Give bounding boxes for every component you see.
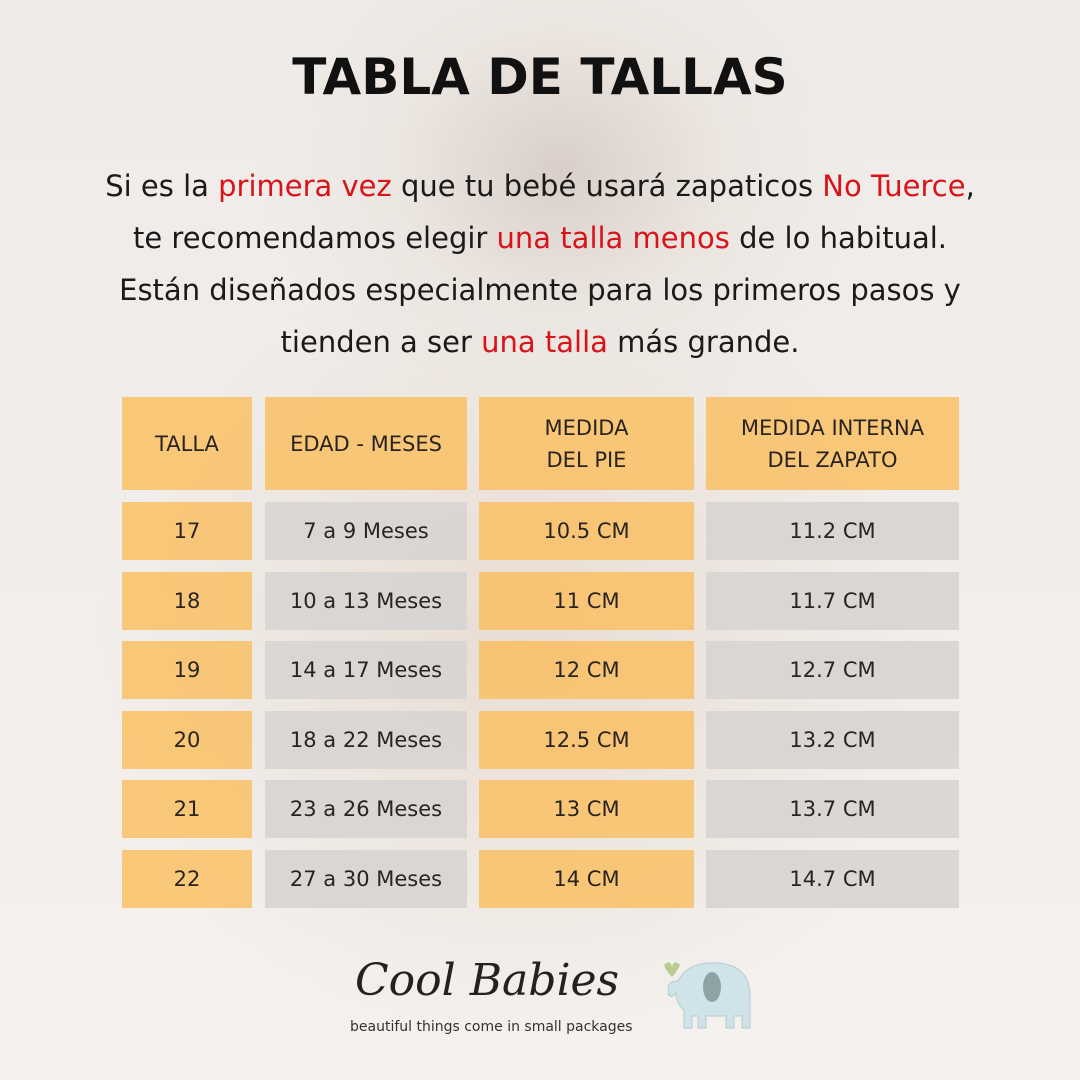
cell-edad: 14 a 17 Meses [265,641,467,700]
header-medida-pie: MEDIDA DEL PIE [479,397,694,490]
intro-line-3: Están diseñados especialmente para los p… [119,273,961,307]
header-edad: EDAD - MESES [265,397,467,490]
header-medida-interna: MEDIDA INTERNA DEL ZAPATO [706,397,959,490]
cell-medida-interna: 12.7 CM [706,641,959,700]
cell-edad: 10 a 13 Meses [265,571,467,630]
header-talla: TALLA [122,397,252,490]
highlight-no-tuerce: No Tuerce [822,169,966,203]
intro-text-segment: te recomendamos elegir [132,221,497,255]
cell-edad: 7 a 9 Meses [265,502,467,560]
cell-medida-interna: 11.7 CM [706,571,959,630]
intro-text-segment: , [965,169,975,203]
logo-tagline: beautiful things come in small packages [350,1019,633,1035]
cell-medida-pie: 10.5 CM [479,502,694,560]
intro-line-2: te recomendamos elegir una talla menos d… [40,212,1040,264]
cell-talla: 17 [122,502,252,560]
cell-talla: 21 [122,780,252,839]
cell-medida-pie: 14 CM [479,850,694,908]
intro-text-segment: que tu bebé usará zapaticos [391,169,823,203]
cell-talla: 20 [122,710,252,769]
highlight-una-talla: una talla [481,325,608,359]
page-title: TABLA DE TALLAS [292,48,788,106]
cell-medida-interna: 11.2 CM [706,502,959,560]
cell-medida-interna: 13.2 CM [706,710,959,769]
cell-talla: 19 [122,641,252,700]
logo-name: Cool Babies [355,955,620,1006]
intro-line-4: tienden a ser una talla más grande. [40,316,1040,368]
cell-medida-pie: 12 CM [479,641,694,700]
intro-text-segment: más grande. [607,325,800,359]
cool-babies-logo: Cool Babies beautiful things come in sma… [350,955,770,1045]
intro-text-segment: de lo habitual. [729,221,947,255]
cell-medida-pie: 11 CM [479,571,694,630]
intro-line-1: Si es la primera vez que tu bebé usará z… [40,160,1040,212]
cell-medida-interna: 13.7 CM [706,780,959,839]
intro-text-segment: tienden a ser [280,325,482,359]
intro-text-segment: Si es la [105,169,219,203]
cell-medida-pie: 13 CM [479,780,694,839]
cell-edad: 18 a 22 Meses [265,710,467,769]
cell-medida-interna: 14.7 CM [706,850,959,908]
cell-talla: 18 [122,571,252,630]
cell-edad: 23 a 26 Meses [265,780,467,839]
elephant-icon [664,962,751,1029]
cell-medida-pie: 12.5 CM [479,710,694,769]
cell-talla: 22 [122,850,252,908]
highlight-una-talla-menos: una talla menos [496,221,730,255]
intro-text: Si es la primera vez que tu bebé usará z… [40,160,1040,368]
cell-edad: 27 a 30 Meses [265,850,467,908]
highlight-primera-vez: primera vez [218,169,392,203]
